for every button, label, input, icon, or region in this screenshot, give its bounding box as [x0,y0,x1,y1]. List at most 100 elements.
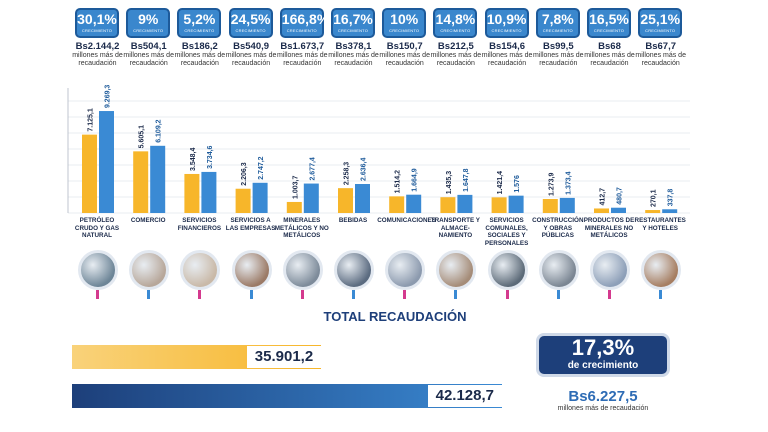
growth-column: 30,1% CRECIMIENTO Bs2.144,2 millones más de… [72,8,123,68]
community-service-photo [487,250,528,290]
bar-value-label: 1.664,9 [412,168,419,191]
growth-amount-sub: millones más de recaudación [174,52,226,67]
growth-badge-sub: CRECIMIENTO [440,28,471,33]
bar-current [508,195,524,213]
growth-column: 10% CRECIMIENTO Bs150,7 millones más de rec… [379,8,430,68]
cement-plant-photo [590,250,630,290]
growth-badge: 9% CRECIMIENTO [126,8,171,38]
growth-pct: 16,7% [333,11,373,27]
growth-amount: Bs1.673,7 [280,41,325,52]
bar-value-label: 3.734,6 [207,145,214,168]
growth-badge-sub: CRECIMIENTO [389,28,420,33]
category-label: PRODUCTOS DE MINERALES NO METÁLICOS [583,217,635,239]
bar-value-label: 1.373,4 [565,171,572,194]
bar-value-label: 2.747,2 [258,156,265,179]
growth-column: 16,5% CRECIMIENTO Bs68 millones más de reca… [584,8,635,68]
growth-badge-sub: CRECIMIENTO [184,28,215,33]
growth-pct: 16,5% [589,11,629,27]
category-label: MINERALES METÁLICOS Y NO METÁLICOS [274,217,329,239]
bar-current [406,194,422,213]
photo-stem [300,290,304,299]
category-label: SERVICIOS A LAS EMPRESAS [225,217,276,232]
growth-badge: 16,7% CRECIMIENTO [331,8,375,38]
bar-previous [491,197,507,213]
growth-pct: 166,8% [281,11,330,27]
bar-current [457,194,473,213]
growth-badge-sub: CRECIMIENTO [81,28,113,33]
total-growth-box: 17,3% de crecimiento [536,333,670,377]
growth-amount: Bs67,7 [645,41,676,52]
growth-badge: 10% CRECIMIENTO [382,8,427,38]
growth-badge-sub: CRECIMIENTO [337,28,369,33]
category-label: TRANSPORTE Y ALMACE-NAMIENTO [430,217,480,239]
growth-pct: 7,8% [541,11,574,27]
bar-current [662,209,678,213]
bar-value-label: 2.677,4 [309,157,316,180]
growth-amount-sub: millones más de recaudación [379,52,430,67]
bar-value-label: 1.514,2 [395,170,402,193]
category-label: SERVICIOS FINANCIEROS [177,217,222,232]
growth-amount-sub: millones más de recaudación [328,52,379,67]
bar-value-label: 480,7 [617,187,624,205]
oil-field-photo [78,250,118,290]
growth-amount: Bs154,6 [489,41,526,52]
growth-column: 166,8% CRECIMIENTO Bs1.673,7 millones más d… [277,8,330,68]
growth-column: 7,8% CRECIMIENTO Bs99,5 millones más de rec… [533,8,584,68]
photo-stem [608,290,611,299]
bar-value-label: 2.206,3 [241,162,248,185]
bar-previous [133,151,149,213]
bar-current [201,171,217,213]
growth-badge: 25,1% CRECIMIENTO [638,8,683,38]
growth-badge: 7,8% CRECIMIENTO [535,8,580,38]
photo-stem [198,290,202,299]
cargo-truck-photo [436,250,477,290]
bottling-plant-photo [334,250,374,290]
growth-column: 25,1% CRECIMIENTO Bs67,7 millones más de re… [635,8,686,68]
growth-pct: 9% [138,11,159,27]
bar-value-label: 1.647,8 [463,168,470,191]
bar-previous [542,198,558,213]
growth-badge-sub: CRECIMIENTO [286,28,317,33]
category-label: PETRÓLEO CRUDO Y GAS NATURAL [74,217,120,239]
growth-amount-sub: millones más de recaudación [277,52,328,67]
category-label: COMERCIO [130,217,166,224]
category-label: CONSTRUCCIÓN Y OBRAS PÚBLICAS [532,217,584,239]
telecom-tower-photo [385,250,426,290]
growth-amount-sub: millones más de recaudación [635,52,686,67]
growth-pct: 10,9% [486,11,527,27]
growth-amount-sub: millones más de recaudación [584,52,635,67]
growth-pct: 10% [390,11,419,27]
bar-current [99,111,114,213]
growth-pct: 30,1% [77,11,117,27]
growth-column: 9% CRECIMIENTO Bs504,1 millones más de reca… [123,8,174,68]
photo-stem [249,290,253,299]
photo-stem [659,290,663,299]
category-label: RESTAURANTES Y HOTELES [634,217,686,232]
bar-value-label: 7.125,1 [88,108,95,131]
bar-value-label: 3.548,4 [190,148,197,171]
category-label: BEBIDAS [338,217,368,224]
total-value-current: 42.128,7 [427,385,502,407]
bar-current [150,145,166,213]
growth-amount-sub: millones más de recaudación [430,52,482,67]
bar-value-label: 2.636,4 [361,158,368,181]
category-label: SERVICIOS COMUNALES, SOCIALES Y PERSONAL… [484,217,529,247]
total-growth-label: de crecimiento [567,360,639,371]
bar-previous [645,210,661,213]
construction-site-photo [538,250,579,290]
growth-pct: 24,5% [230,11,271,27]
bar-previous [389,196,405,213]
growth-amount: Bs99,5 [542,41,574,52]
growth-amount: Bs212,5 [437,41,474,52]
growth-column: 14,8% CRECIMIENTO Bs212,5 millones más de r… [430,8,481,68]
bar-value-label: 1.576 [514,175,521,193]
growth-amount-sub: millones más de recaudación [225,52,277,67]
growth-badge-sub: CRECIMIENTO [593,28,625,33]
growth-badge-sub: CRECIMIENTO [235,28,266,33]
growth-badge-sub: CRECIMIENTO [491,28,522,33]
growth-amount: Bs150,7 [386,41,423,52]
bank-office-photo [180,250,221,290]
category-label: COMUNICACIONES [377,217,436,224]
bar-value-label: 1.273,9 [548,173,555,196]
